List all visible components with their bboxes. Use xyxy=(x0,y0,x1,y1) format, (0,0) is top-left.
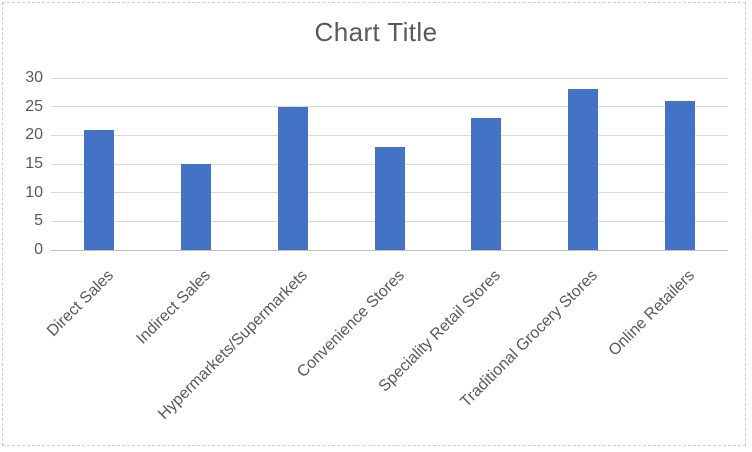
x-axis-line xyxy=(51,249,728,251)
x-axis-category-label: Convenience Stores xyxy=(293,267,408,381)
y-axis-tick-label: 20 xyxy=(25,126,43,144)
y-axis-tick-label: 5 xyxy=(34,212,43,230)
x-axis-category-label: Direct Sales xyxy=(44,267,118,341)
bar[interactable] xyxy=(181,164,212,250)
chart-title: Chart Title xyxy=(314,17,438,47)
bar[interactable] xyxy=(567,89,598,250)
gridline xyxy=(51,77,728,79)
y-axis-tick-label: 30 xyxy=(25,69,43,86)
y-axis-tick-label: 10 xyxy=(25,183,43,201)
bar[interactable] xyxy=(664,100,695,250)
y-axis-tick-label: 15 xyxy=(25,155,43,172)
bar[interactable] xyxy=(84,129,115,250)
gridline xyxy=(51,134,728,136)
x-axis-category-label: Online Retailers xyxy=(605,267,698,360)
x-axis-category-label: Indirect Sales xyxy=(133,267,215,348)
bar[interactable] xyxy=(471,118,502,250)
bar[interactable] xyxy=(374,146,405,250)
bar[interactable] xyxy=(277,106,308,250)
y-axis-tick-label: 0 xyxy=(34,241,43,258)
y-axis-tick-label: 25 xyxy=(25,97,43,115)
gridline xyxy=(51,106,728,108)
